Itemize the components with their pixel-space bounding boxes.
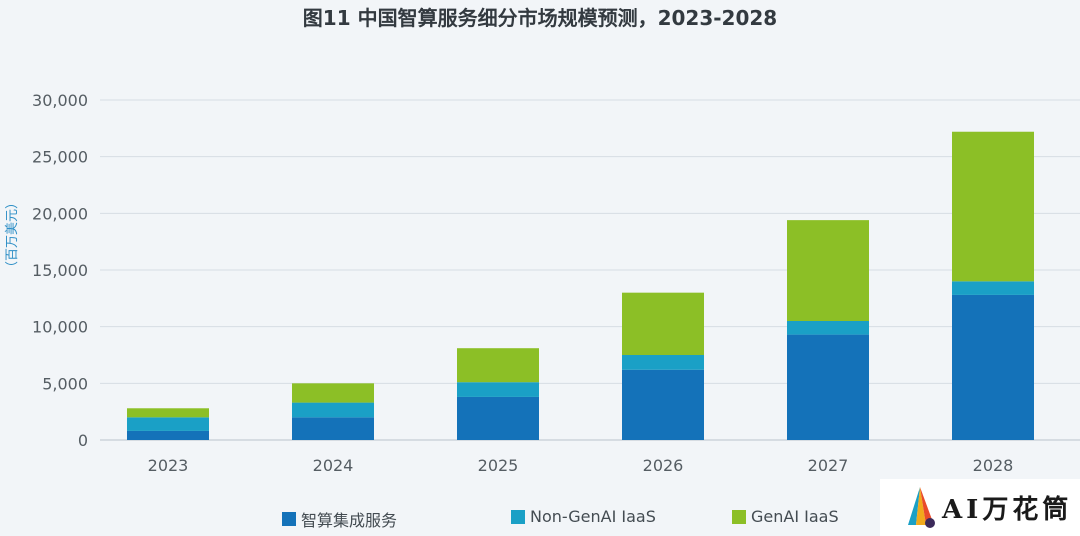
bar-segment-2025-2 <box>457 348 539 383</box>
bar-segment-2023-2 <box>127 408 209 418</box>
bar-segment-2027-2 <box>787 220 869 321</box>
bar-segment-2026-1 <box>622 355 704 370</box>
bar-segment-2023-0 <box>127 430 209 440</box>
y-tick-label: 5,000 <box>42 374 88 393</box>
legend-swatch <box>511 509 525 524</box>
bar-segment-2024-1 <box>292 402 374 418</box>
y-tick-label: 15,000 <box>32 261 88 280</box>
y-tick-label: 10,000 <box>32 318 88 337</box>
legend-label: 智算集成服务 <box>301 511 398 530</box>
watermark: AI万花筒 <box>880 479 1080 536</box>
legend-label: Non-GenAI IaaS <box>530 507 656 526</box>
bar-segment-2028-1 <box>952 281 1034 295</box>
bar-segment-2027-0 <box>787 334 869 440</box>
y-tick-label: 20,000 <box>32 204 88 223</box>
x-tick-label: 2025 <box>478 456 519 475</box>
legend-swatch <box>732 509 746 524</box>
bar-segment-2028-2 <box>952 131 1034 282</box>
legend-swatch <box>282 512 296 526</box>
x-tick-label: 2024 <box>313 456 354 475</box>
x-tick-label: 2026 <box>643 456 684 475</box>
kaleidoscope-logo-icon <box>908 486 935 528</box>
legend-label: GenAI IaaS <box>751 507 839 526</box>
watermark-text: AI万花筒 <box>942 495 1073 525</box>
y-tick-label: 0 <box>78 431 88 450</box>
chart-title: 图11 中国智算服务细分市场规模预测，2023-2028 <box>302 6 778 30</box>
legend-item-genai-iaas: GenAI IaaS <box>732 507 839 526</box>
x-tick-labels: 2023 2024 2025 2026 2027 2028 <box>148 456 1014 475</box>
legend: 智算集成服务 Non-GenAI IaaS GenAI IaaS <box>0 507 1080 531</box>
bar-segment-2023-1 <box>127 417 209 431</box>
bars <box>127 131 1034 440</box>
x-tick-label: 2027 <box>808 456 849 475</box>
legend-item-integration: 智算集成服务 <box>282 507 397 531</box>
y-axis-label: （百万美元） <box>5 196 20 274</box>
gridlines <box>100 99 1080 441</box>
y-tick-label: 25,000 <box>32 148 88 167</box>
y-tick-label: 30,000 <box>32 91 88 110</box>
legend-item-non-genai-iaas: Non-GenAI IaaS <box>511 507 656 526</box>
bar-segment-2025-0 <box>457 396 539 440</box>
bar-segment-2024-2 <box>292 383 374 403</box>
x-tick-label: 2028 <box>973 456 1014 475</box>
bar-segment-2026-2 <box>622 292 704 355</box>
bar-segment-2026-0 <box>622 369 704 440</box>
bar-segment-2025-1 <box>457 382 539 397</box>
bar-segment-2028-0 <box>952 294 1034 440</box>
x-tick-label: 2023 <box>148 456 189 475</box>
y-tick-labels: 0 5,000 10,000 15,000 20,000 25,000 30,000 <box>32 91 88 450</box>
bar-segment-2027-1 <box>787 321 869 335</box>
bar-segment-2024-0 <box>292 417 374 440</box>
